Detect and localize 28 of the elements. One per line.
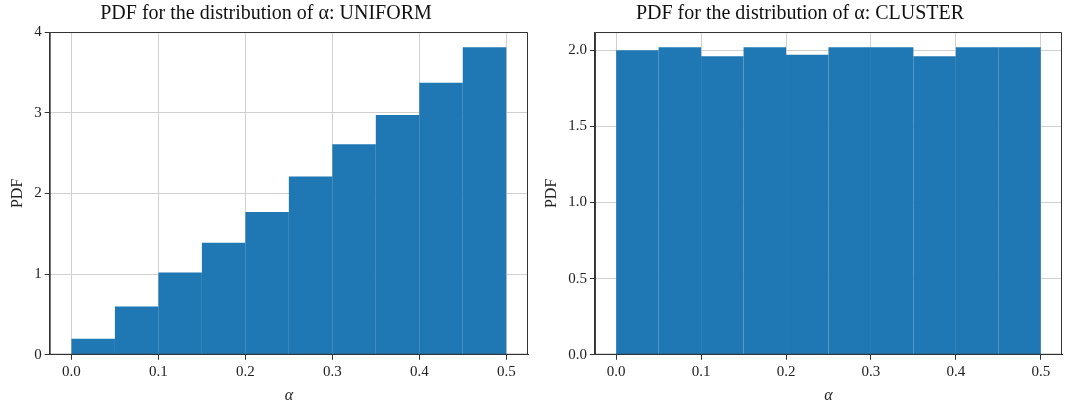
y-tick-label: 0: [34, 345, 42, 362]
x-tick-label: 0.4: [409, 362, 430, 379]
x-tick-label: 0.1: [691, 362, 711, 379]
y-tick-label: 1: [34, 265, 42, 282]
x-tick-label: 0.5: [496, 362, 516, 379]
x-tick-label: 0.0: [606, 362, 626, 379]
y-axis-title: PDF: [541, 178, 559, 209]
y-tick-label: 0.5: [568, 269, 587, 286]
x-axis-title: α: [824, 385, 834, 403]
x-tick-label: 0.4: [946, 362, 966, 379]
x-tick-label: 0.0: [62, 362, 81, 379]
y-tick-label: 2: [34, 184, 42, 201]
x-tick-label: 0.2: [776, 362, 796, 379]
x-tick-label: 0.3: [861, 362, 881, 379]
x-tick-label: 0.5: [1031, 362, 1051, 379]
y-tick-label: 4: [34, 22, 43, 39]
y-tick-label: 2.0: [568, 41, 587, 58]
y-tick-label: 1.5: [568, 117, 587, 134]
x-tick-label: 0.3: [322, 362, 342, 379]
y-tick-label: 0.0: [568, 345, 587, 362]
chart-title: PDF for the distribution of α: CLUSTER: [635, 1, 965, 24]
chart-title: PDF for the distribution of α: UNIFORM: [100, 1, 433, 24]
y-axis-title: PDF: [7, 178, 25, 209]
y-tick-label: 1.0: [568, 193, 587, 210]
x-axis-title: α: [284, 385, 294, 403]
x-tick-label: 0.1: [149, 362, 168, 379]
x-tick-label: 0.2: [235, 362, 255, 379]
y-tick-label: 3: [34, 103, 42, 120]
